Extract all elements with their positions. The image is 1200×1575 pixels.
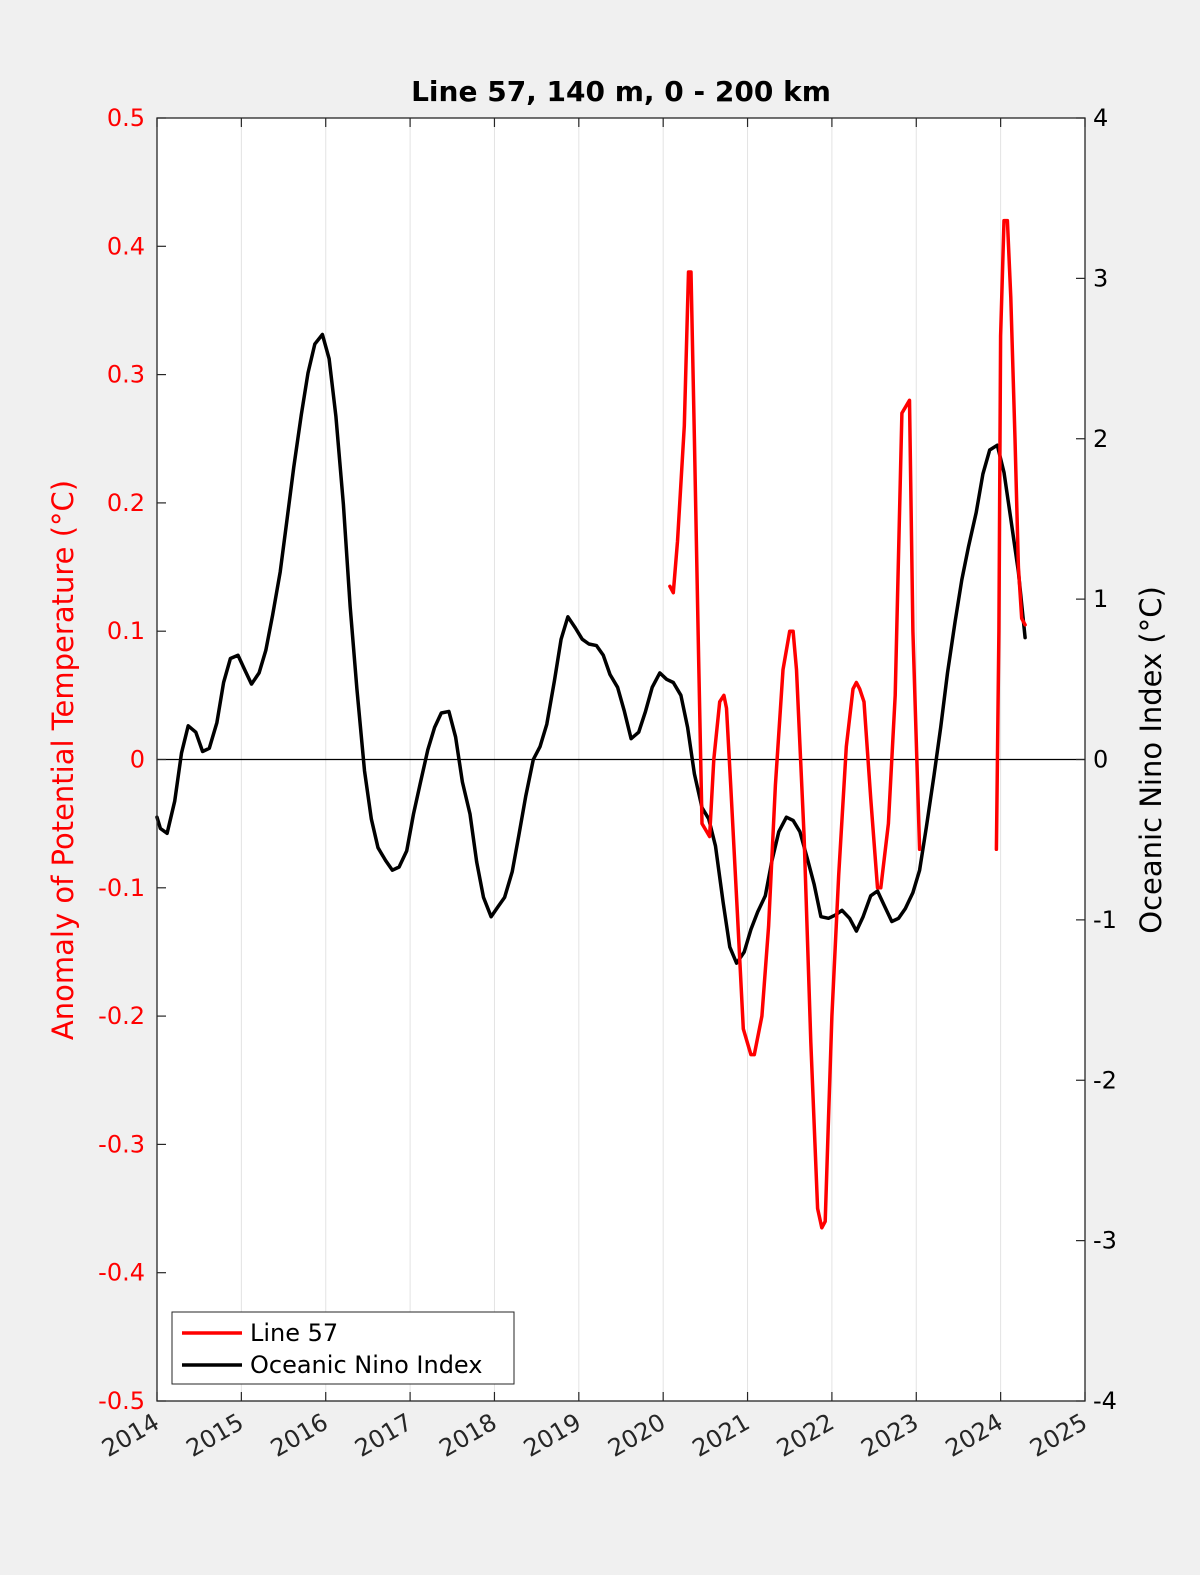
y-left-tick-label-0.1: 0.1 — [107, 617, 145, 645]
y-left-tick-label-0: 0 — [130, 746, 145, 774]
y-right-tick-label--2: -2 — [1093, 1066, 1117, 1094]
left-axis-label: Anomaly of Potential Temperature (°C) — [46, 480, 80, 1040]
series-line-57 — [668, 218, 1027, 1230]
y-right-tick-label-4: 4 — [1093, 104, 1108, 132]
y-left-tick-label-0.5: 0.5 — [107, 104, 145, 132]
legend-label-line57: Line 57 — [250, 1319, 338, 1347]
y-left-tick-label-0.3: 0.3 — [107, 361, 145, 389]
y-left-tick-label--0.2: -0.2 — [98, 1002, 145, 1030]
legend: Line 57 Oceanic Nino Index — [171, 1311, 515, 1385]
series-layer — [155, 218, 1027, 1230]
y-right-tick-label--4: -4 — [1093, 1387, 1117, 1415]
y-left-tick-label--0.1: -0.1 — [98, 874, 145, 902]
chart-title: Line 57, 140 m, 0 - 200 km — [411, 75, 831, 108]
right-axis-label: Oceanic Nino Index (°C) — [1134, 586, 1168, 934]
y-right-tick-label-3: 3 — [1093, 264, 1108, 292]
series-oceanic-nino-index — [155, 332, 1027, 965]
y-right-tick-label-2: 2 — [1093, 425, 1108, 453]
y-left-tick-label-0.2: 0.2 — [107, 489, 145, 517]
y-left-tick-label--0.3: -0.3 — [98, 1130, 145, 1158]
y-left-tick-label--0.4: -0.4 — [98, 1259, 145, 1287]
y-right-tick-label--3: -3 — [1093, 1227, 1117, 1255]
y-left-tick-label--0.5: -0.5 — [98, 1387, 145, 1415]
legend-box — [171, 1311, 515, 1385]
y-right-tick-label--1: -1 — [1093, 906, 1117, 934]
y-right-tick-label-0: 0 — [1093, 746, 1108, 774]
y-right-tick-label-1: 1 — [1093, 585, 1108, 613]
legend-label-oni: Oceanic Nino Index — [250, 1351, 482, 1379]
y-left-tick-label-0.4: 0.4 — [107, 232, 145, 260]
